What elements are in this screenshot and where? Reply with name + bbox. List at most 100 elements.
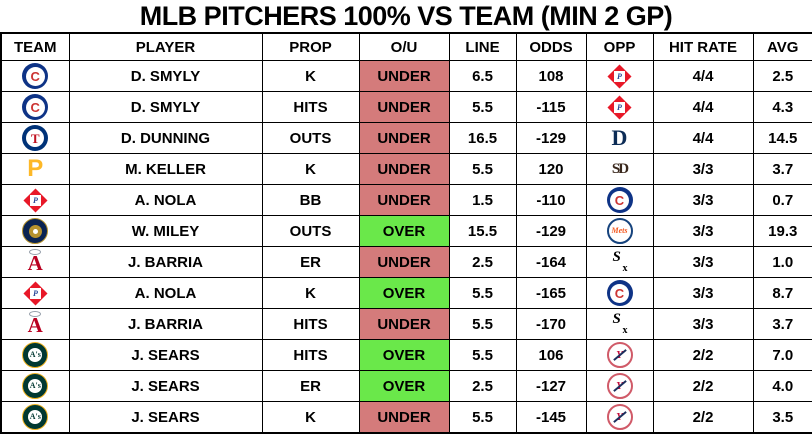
team-cell: P [0,184,70,216]
player-cell: J. SEARS [68,339,263,371]
opp-cell: Mets [585,215,654,247]
avg-cell: 4.3 [752,91,812,123]
table-row: P A. NOLA K OVER 5.5 -165 C 3/3 8.7 [0,277,812,309]
phillies-logo-icon: P [607,94,633,120]
avg-cell: 3.7 [752,308,812,340]
prop-cell: BB [261,184,360,216]
odds-cell: -164 [515,246,587,278]
avg-cell: 8.7 [752,277,812,309]
ou-cell: UNDER [358,60,450,92]
phillies-logo-icon: P [22,280,48,306]
opp-cell: Y [585,339,654,371]
line-cell: 5.5 [448,339,517,371]
player-cell: M. KELLER [68,153,263,185]
odds-cell: -115 [515,91,587,123]
avg-cell: 19.3 [752,215,812,247]
prop-cell: K [261,401,360,434]
athletics-logo-icon: A's [22,373,49,399]
cubs-logo-icon: C [606,280,633,306]
col-header-odds: ODDS [515,32,587,61]
opp-cell: C [585,184,654,216]
player-cell: D. SMYLY [68,60,263,92]
line-cell: 1.5 [448,184,517,216]
line-cell: 5.5 [448,308,517,340]
avg-cell: 7.0 [752,339,812,371]
hit-rate-cell: 3/3 [652,277,754,309]
ou-cell: UNDER [358,153,450,185]
line-cell: 5.5 [448,153,517,185]
line-cell: 5.5 [448,277,517,309]
team-cell: A's [0,401,70,434]
player-cell: D. DUNNING [68,122,263,154]
ou-cell: UNDER [358,308,450,340]
yankees-logo-icon: Y [606,404,633,430]
team-cell: P [0,153,70,185]
avg-cell: 3.7 [752,153,812,185]
phillies-logo-icon: P [607,63,633,89]
col-header-prop: PROP [261,32,360,61]
hit-rate-cell: 3/3 [652,215,754,247]
pitchers-table: TEAM PLAYER PROP O/U LINE ODDS OPP HIT R… [0,32,812,434]
opp-cell: C [585,277,654,309]
line-cell: 16.5 [448,122,517,154]
hit-rate-cell: 4/4 [652,60,754,92]
player-cell: A. NOLA [68,184,263,216]
hit-rate-cell: 4/4 [652,91,754,123]
team-cell: A [0,246,70,278]
odds-cell: -127 [515,370,587,402]
prop-cell: ER [261,370,360,402]
odds-cell: 106 [515,339,587,371]
col-header-opp: OPP [585,32,654,61]
avg-cell: 2.5 [752,60,812,92]
ou-cell: UNDER [358,246,450,278]
hit-rate-cell: 2/2 [652,370,754,402]
team-cell [0,215,70,247]
team-cell: P [0,277,70,309]
odds-cell: -110 [515,184,587,216]
cubs-logo-icon: C [22,63,49,89]
col-header-team: TEAM [0,32,70,61]
player-cell: J. BARRIA [68,246,263,278]
avg-cell: 0.7 [752,184,812,216]
team-cell: A's [0,370,70,402]
table-row: P A. NOLA BB UNDER 1.5 -110 C 3/3 0.7 [0,184,812,216]
player-cell: J. BARRIA [68,308,263,340]
opp-cell: P [585,91,654,123]
hit-rate-cell: 3/3 [652,308,754,340]
prop-cell: HITS [261,339,360,371]
header-row: TEAM PLAYER PROP O/U LINE ODDS OPP HIT R… [0,32,812,61]
odds-cell: -129 [515,215,587,247]
team-cell: A [0,308,70,340]
prop-cell: OUTS [261,215,360,247]
prop-cell: ER [261,246,360,278]
line-cell: 2.5 [448,246,517,278]
player-cell: D. SMYLY [68,91,263,123]
hit-rate-cell: 2/2 [652,401,754,434]
avg-cell: 1.0 [752,246,812,278]
team-cell: C [0,91,70,123]
line-cell: 5.5 [448,91,517,123]
brewers-logo-icon [22,218,49,244]
table-row: C D. SMYLY HITS UNDER 5.5 -115 P 4/4 4.3 [0,91,812,123]
prop-cell: K [261,60,360,92]
odds-cell: -170 [515,308,587,340]
cubs-logo-icon: C [606,187,633,213]
table-body: C D. SMYLY K UNDER 6.5 108 P 4/4 2.5 C D. SMYLY HIT… [0,60,812,434]
odds-cell: -165 [515,277,587,309]
player-cell: J. SEARS [68,370,263,402]
hit-rate-cell: 3/3 [652,153,754,185]
hit-rate-cell: 3/3 [652,246,754,278]
ou-cell: UNDER [358,91,450,123]
odds-cell: -129 [515,122,587,154]
ou-cell: UNDER [358,401,450,434]
avg-cell: 14.5 [752,122,812,154]
ou-cell: OVER [358,215,450,247]
pirates-logo-icon: P [27,155,44,182]
ou-cell: UNDER [358,184,450,216]
